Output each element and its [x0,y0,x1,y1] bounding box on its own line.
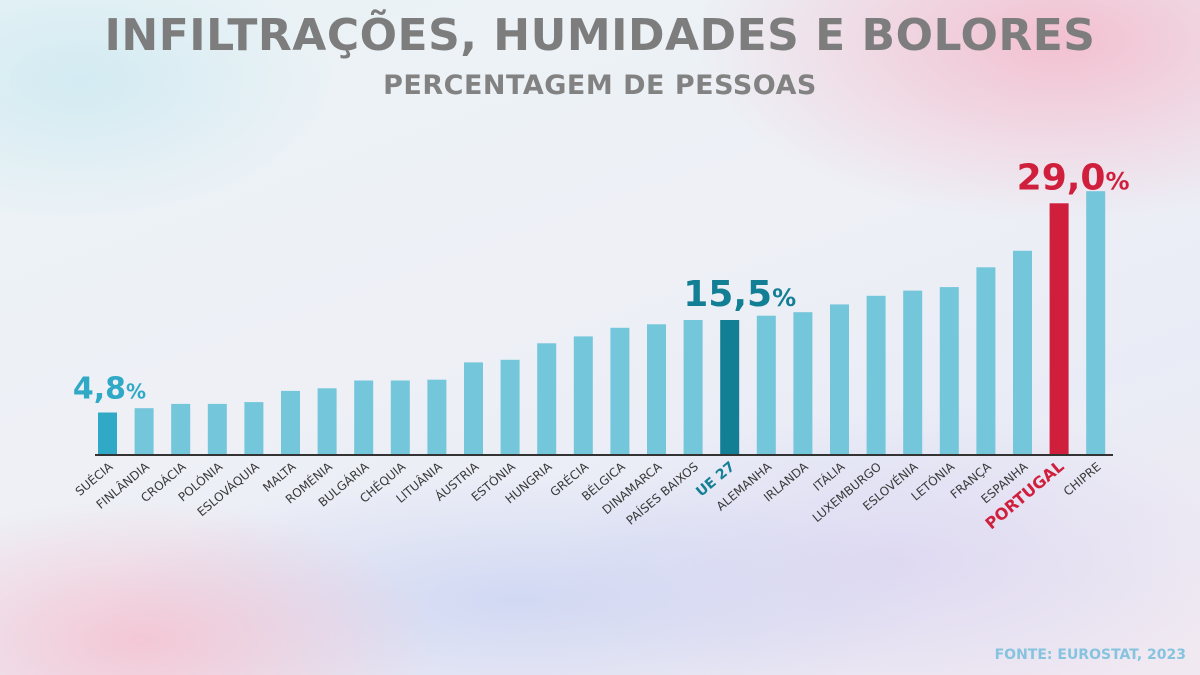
bar-ue-27 [720,320,740,454]
bar-letonia [939,287,959,454]
bar-lituania [427,379,447,454]
bar-belgica [610,327,630,454]
bar-croacia [171,403,191,454]
bar-irlanda [793,312,813,454]
callout-portugal: 29,0% [1017,157,1130,198]
bar-franca [976,267,996,454]
tick-label-eslovaquia: ESLOVÁQUIA [194,458,263,519]
bar-romenia [317,388,337,454]
bar-polonia [207,403,227,454]
bar-estonia [500,359,520,454]
value-callouts-group: 4,8%15,5%29,0% [73,157,1130,406]
callout-eu-27-unit: % [772,284,796,312]
bar-dinamarca [647,324,666,454]
bar-luxemburgo [866,295,886,454]
chart-subtitle: PERCENTAGEM DE PESSOAS [383,70,817,101]
callout-eu-27: 15,5% [683,274,796,315]
source-note: FONTE: EUROSTAT, 2023 [994,647,1186,663]
bar-finlandia [134,408,154,454]
bar-chequia [390,380,410,454]
bar-espanha [1013,250,1032,454]
bar-bulgaria [354,380,374,454]
bars-group [98,191,1106,454]
bar-chipre [1086,191,1106,454]
tick-labels-group: SUÉCIAFINLÂNDIACROÁCIAPOLÓNIAESLOVÁQUIAM… [72,457,1104,534]
tick-label-chipre: CHIPRE [1061,460,1104,499]
callout-lowest-unit: % [126,380,146,404]
bar-italia [830,304,849,454]
callout-lowest-number: 4,8 [73,372,126,407]
callout-eu-27-number: 15,5 [683,274,772,315]
callout-portugal-number: 29,0 [1017,157,1106,198]
bar-suecia [98,412,117,454]
bar-alemanha [756,315,776,454]
callout-portugal-unit: % [1105,167,1129,195]
bar-hungria [537,343,557,454]
callout-lowest: 4,8% [73,372,146,407]
bar-paises-baixos [683,320,703,454]
bar-austria [464,362,483,454]
bar-portugal [1049,203,1069,454]
bar-grecia [573,336,593,454]
bar-eslovaquia [244,402,264,454]
chart-title: INFILTRAÇÕES, HUMIDADES E BOLORES [104,10,1096,61]
bar-eslovenia [903,290,923,454]
bar-malta [281,390,300,454]
